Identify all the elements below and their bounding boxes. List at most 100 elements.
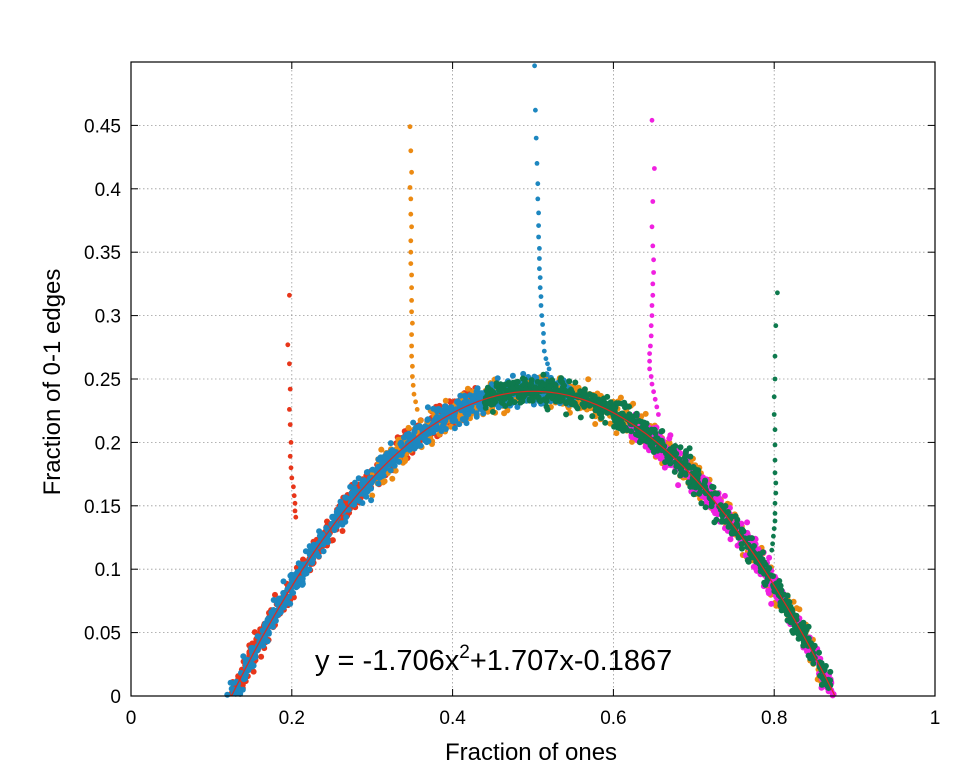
spike-point [409,272,414,278]
data-point [714,490,721,497]
data-point [438,407,445,414]
data-point [389,475,396,482]
spike-point [291,493,297,499]
data-point [650,440,657,447]
data-point [566,378,573,385]
data-point [280,590,287,596]
spike-point [409,309,414,315]
spike-point [648,333,654,339]
data-point [259,639,266,646]
spike-point [772,376,778,382]
spike-point [771,533,776,539]
spike-point [539,313,545,318]
data-point [315,553,322,560]
data-point [761,579,768,586]
data-points [224,63,837,699]
spike-point [649,117,655,123]
spike-point [408,238,414,244]
data-point [639,424,646,431]
spike-point [537,266,542,272]
data-point [382,455,389,462]
data-point [297,575,304,582]
spike-point [543,356,549,362]
data-point [765,590,772,597]
data-point [502,395,509,402]
data-point [543,398,550,405]
y-tick-label: 0.2 [95,433,121,454]
data-point [652,430,659,437]
data-point [617,394,624,401]
spike-point [408,196,414,202]
data-point [709,483,716,490]
data-point [658,428,665,435]
data-point [384,450,390,457]
spike-point [647,366,652,372]
spike-point [649,313,655,318]
data-point [355,475,362,482]
spike-point [649,224,655,230]
spike-point [287,422,293,427]
data-point [764,575,771,581]
data-point [451,425,458,432]
spike-point [771,394,777,400]
data-point [727,536,734,543]
data-point [540,371,547,378]
data-point [489,408,496,415]
spike-point [409,332,414,337]
data-point [725,523,732,530]
data-point [474,385,481,392]
x-tick-label: 0.2 [279,708,305,729]
spike-point [541,339,546,345]
data-point [641,437,648,444]
data-point [497,395,503,402]
data-point [768,600,775,607]
spike-point [413,399,418,405]
spike-point [288,440,294,445]
data-point [570,399,577,406]
data-point [650,449,657,455]
spike-point [771,526,777,531]
data-point [620,422,627,429]
data-point [497,386,504,393]
data-point [514,404,521,410]
data-point [463,420,470,427]
data-point [675,482,682,489]
data-point [493,383,500,390]
data-point [682,471,689,478]
data-point [721,492,728,499]
data-point [577,414,584,421]
data-point [784,592,791,599]
data-point [724,516,731,523]
data-point [389,455,396,462]
data-point [459,416,466,423]
data-point [677,472,684,479]
spike-point [772,353,778,359]
data-point [502,403,509,409]
data-point [413,443,420,450]
spike-point [537,285,543,291]
data-point [480,410,487,417]
data-point [581,388,588,395]
spike-point [414,407,420,412]
data-point [554,387,561,394]
data-point [816,649,822,656]
data-point [380,479,387,486]
data-point [719,517,726,524]
data-point [532,385,539,392]
spike-point [409,353,414,359]
data-point [766,554,773,561]
data-point [272,591,278,598]
spike-point [408,211,414,217]
data-point [416,423,423,430]
data-point [664,453,671,460]
spike-point [409,298,414,303]
data-point [537,398,544,405]
data-point [746,535,753,542]
y-tick-label: 0 [110,687,121,708]
data-point [744,519,751,526]
data-point [682,458,689,464]
spike-point [773,323,779,329]
data-point [364,488,371,495]
data-point [778,607,785,614]
data-point [745,558,752,565]
